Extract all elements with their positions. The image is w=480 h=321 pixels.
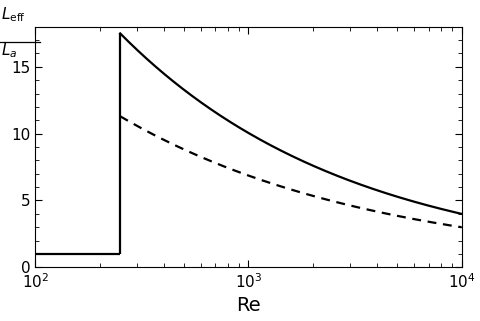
X-axis label: Re: Re	[236, 297, 260, 316]
Text: $L_a$: $L_a$	[1, 42, 18, 60]
Text: $L_{\rm eff}$: $L_{\rm eff}$	[1, 6, 26, 24]
